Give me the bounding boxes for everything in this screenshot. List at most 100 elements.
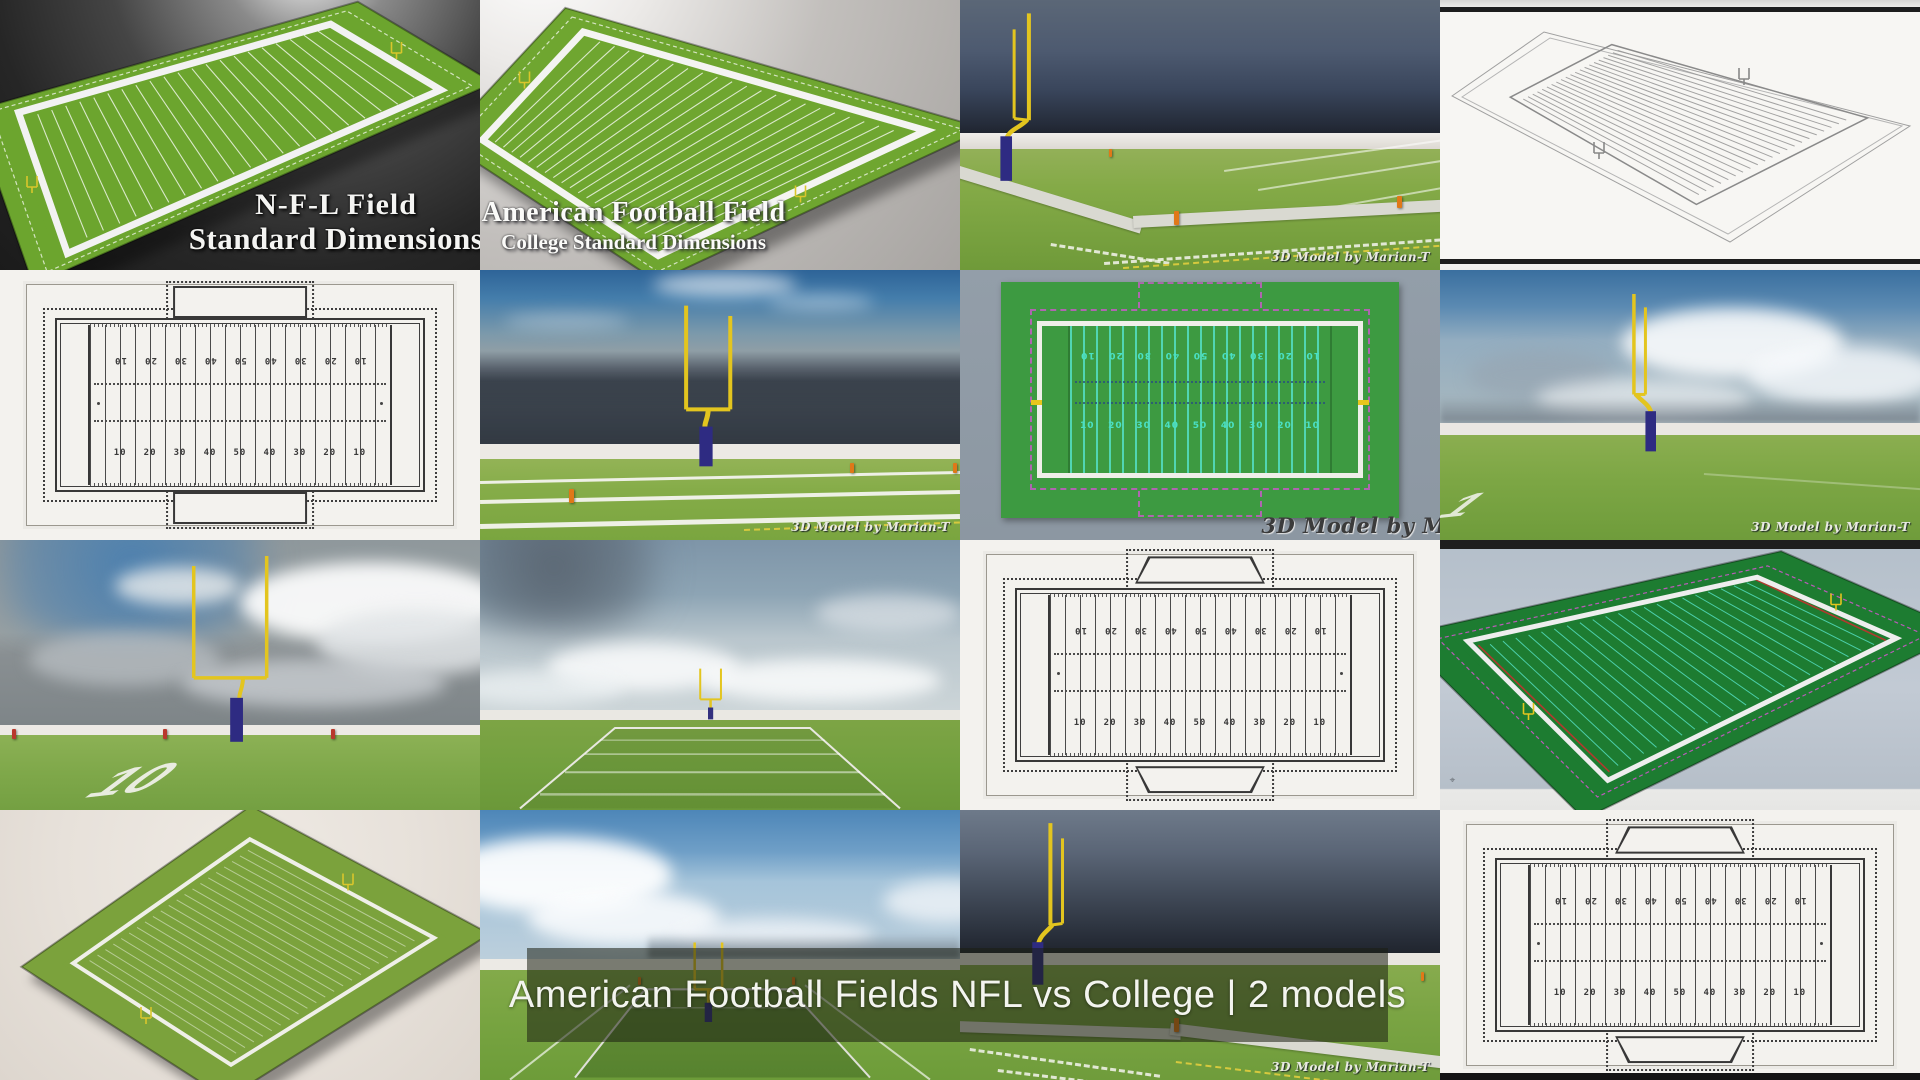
mid-mark [1537,941,1541,945]
render-title-line2: Standard Dimensions [188,220,480,256]
yard-number: 30 [1133,625,1147,636]
sky [960,0,1440,135]
paper-frame [26,284,454,526]
yard-number: 10 [1553,988,1567,998]
thumbnail-schematic-nfl[interactable]: 10 20 30 40 50 40 30 20 10 10 20 30 40 50 40 30 20 10 [0,270,480,540]
hash-marks [1075,402,1325,405]
hash-marks [93,382,387,385]
divider [1440,7,1920,12]
cloud [182,658,447,708]
thumbnail-goalpost-cloud-sky[interactable]: 1 3D Model by Marian-T [1440,270,1920,540]
mid-mark [97,401,101,405]
render-title-line1: American Football Field [481,197,786,229]
thumbnail-college-field-light[interactable]: American Football Field College Standard… [480,0,960,270]
goal-post [1584,289,1656,452]
cloud [480,669,624,705]
watermark: 3D Model by Marian-T [1751,520,1910,534]
team-box-top [1138,282,1262,309]
field-diagram: 10 20 30 40 50 40 30 20 10 10 20 30 40 50 40 30 20 10 [1003,549,1397,801]
yard-number: 30 [1733,988,1747,998]
yard-numbers-bottom: 10 20 30 40 50 40 30 20 10 [1074,718,1327,728]
tick-marks [1049,593,1351,597]
yard-number: 30 [173,448,187,458]
pylon [952,463,957,474]
yard-number: 10 [1553,895,1567,906]
team-box-shape [1135,556,1265,584]
yard-number: 20 [1283,625,1297,636]
pylon [1173,210,1179,225]
yard-number: 40 [1223,718,1237,728]
field-rect: 10 20 30 40 50 40 30 20 10 10 20 30 40 50 40 30 20 10 [1494,857,1865,1033]
yard-number: 20 [1277,349,1292,360]
yard-numbers-bottom: 10 20 30 40 50 40 30 20 10 [114,448,367,458]
caption-text: American Football Fields NFL vs College … [508,973,1407,1016]
thumbnail-schematic-college-2[interactable]: 10 20 30 40 50 40 30 20 10 10 20 30 40 50 40 30 20 10 [1440,810,1920,1080]
goal-post [689,667,732,720]
thumbnail-goalpost-gray-clouds[interactable]: 10 [0,540,480,810]
field-grass [480,719,960,810]
divider [1440,1073,1920,1080]
team-box-bottom [1138,490,1262,518]
render-title-line2: College Standard Dimensions [501,229,767,254]
field-diagram: 10 20 30 40 50 40 30 20 10 10 20 30 40 50 40 30 20 10 [43,281,437,529]
yard-number: 10 [113,448,127,458]
yard-number: 20 [1763,895,1777,906]
team-box-bottom [1606,1029,1754,1071]
yard-number: 40 [1220,421,1236,432]
thumbnail-portrait-angled-field[interactable] [0,810,480,1080]
cloud-band [480,378,960,446]
yard-number: 20 [143,448,157,458]
cloud [816,594,960,632]
team-box-top [1126,549,1274,591]
magenta-dashed-outline [1029,309,1371,491]
goal-post [653,297,763,467]
tick-marks [89,323,391,327]
yard-number: 30 [1253,718,1267,728]
divider [1440,540,1920,549]
yard-number: 40 [1220,349,1236,360]
watermark: 3D Model by M [1261,513,1440,538]
field-frame [1036,321,1364,478]
yard-number: 30 [1133,718,1147,728]
thumbnail-topdown-nfl-field[interactable]: 10 20 30 40 50 40 30 20 10 10 20 30 40 50 40 30 20 10 3D… [960,270,1440,540]
yard-lines [1068,326,1332,473]
pylon [849,463,854,474]
pylon [1108,149,1112,158]
yard-number: 10 [1313,718,1327,728]
yard-number: 50 [233,448,247,458]
thumbnail-goalpost-dark-sky[interactable]: 3D Model by Marian-T [960,0,1440,270]
field-grass [1440,434,1920,540]
caption-bar: American Football Fields NFL vs College … [509,948,1406,1042]
thumbnail-goalpost-storm-sky[interactable]: 3D Model by Marian-T [480,270,960,540]
yard-number: 40 [1643,988,1657,998]
stadium-wall [480,444,960,459]
team-box-shape [1135,766,1265,793]
yard-number: 40 [1164,349,1180,360]
stadium-wall [1440,422,1920,435]
thumbnail-endzone-view[interactable] [480,540,960,810]
watermark: 3D Model by Marian-T [1271,250,1430,264]
watermark: 3D Model by Marian-T [1271,1060,1430,1074]
yard-number: 40 [1703,988,1717,998]
yard-number: 10 [1073,625,1087,636]
angled-field-render [19,810,480,1080]
pylon [1420,972,1424,981]
yard-number: 10 [353,355,367,366]
yard-numbers-top: 10 20 30 40 50 40 30 20 10 [1080,350,1320,360]
thumbnail-viewport-angled-field[interactable]: ⌖ [1440,540,1920,810]
thumbnail-schematic-college[interactable]: 10 20 30 40 50 40 30 20 10 10 20 30 40 50 40 30 20 10 [960,540,1440,810]
pylon [163,729,168,739]
stadium-wall [960,133,1440,150]
pylon [568,488,574,503]
yard-number: 20 [1583,988,1597,998]
goal-post-top-view [1031,399,1043,405]
thumbnail-nfl-field-dark[interactable]: N-F-L Field Standard Dimensions [0,0,480,270]
field-lines [519,726,901,809]
yard-number: 30 [173,355,187,366]
field-rect: 10 20 30 40 50 40 30 20 10 10 20 30 40 50 40 30 20 10 [1014,587,1385,763]
team-box-bottom [1126,759,1274,801]
thumbnail-wireframe-field[interactable] [1440,0,1920,270]
yard-number: 20 [323,355,337,366]
